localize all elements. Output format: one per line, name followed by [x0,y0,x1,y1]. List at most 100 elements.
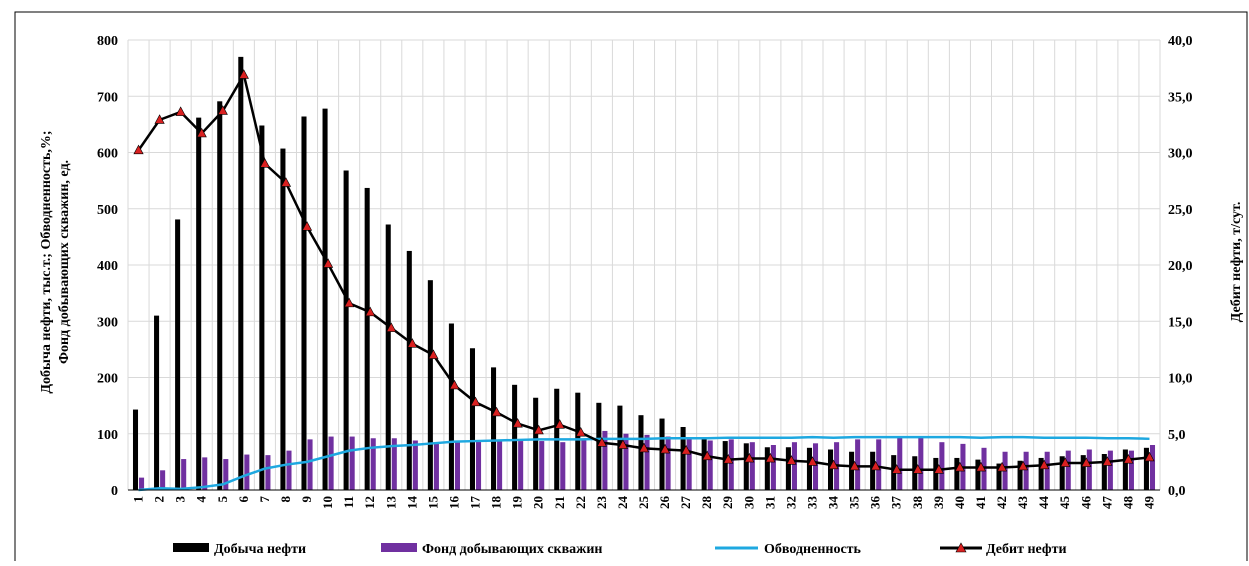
bar-production [638,415,644,490]
x-tick-label: 36 [868,496,883,510]
bar-production [1017,460,1023,490]
x-tick-label: 48 [1120,496,1135,510]
x-tick-label: 29 [720,496,735,510]
bar-production [364,187,370,490]
x-tick-label: 28 [699,496,714,510]
bar-production [1038,457,1044,490]
oil-rate-marker [744,452,755,463]
legend-label-well-fund: Фонд добывающих скважин [422,542,602,557]
bar-well-fund [581,440,587,490]
right-tick-label: 35,0 [1168,90,1193,105]
bar-well-fund [307,439,313,490]
bar-well-fund [1065,450,1071,490]
oil-rate-marker [175,106,186,116]
bar-production [280,148,286,490]
oil-rate-marker [933,464,944,474]
oil-rate-marker [1039,459,1050,470]
oil-rate-marker [344,297,355,308]
bar-well-fund [370,438,376,490]
x-tick-label: 34 [826,496,841,510]
bar-well-fund [686,439,692,490]
bar-production [575,392,581,490]
bar-production [533,397,539,490]
bar-well-fund [602,430,608,490]
x-tick-label: 42 [994,496,1009,509]
bar-well-fund [707,440,713,490]
x-tick-label: 10 [320,496,335,509]
bar-production [322,108,328,490]
oil-rate-marker [154,114,165,124]
x-tick-label: 40 [952,496,967,509]
left-tick-label: 200 [97,372,118,387]
right-tick-label: 25,0 [1168,203,1193,218]
x-tick-label: 9 [299,496,314,503]
bar-well-fund [728,439,734,490]
x-tick-label: 44 [1036,496,1051,510]
bar-well-fund [349,436,355,490]
left-tick-label: 400 [97,259,118,274]
x-tick-label: 47 [1099,496,1114,510]
x-tick-label: 5 [215,496,230,503]
bar-production [933,457,939,490]
oil-rate-marker [407,338,418,348]
oil-rate-marker [301,221,313,231]
bar-well-fund [749,442,755,490]
right-axis-title: Дебит нефти, т/сут. [1229,202,1244,323]
x-tick-label: 4 [194,496,209,503]
bar-well-fund [497,441,503,490]
x-tick-label: 8 [278,496,293,503]
bar-well-fund [286,450,292,490]
bar-well-fund [644,434,650,490]
x-tick-label: 38 [910,496,925,510]
x-tick-label: 3 [173,496,188,503]
bar-production [827,449,834,490]
x-tick-label: 7 [257,496,272,503]
oil-rate-marker [259,158,270,168]
x-tick-label: 39 [931,496,946,510]
bar-well-fund [791,442,797,490]
right-tick-label: 0,0 [1168,484,1186,499]
x-tick-label: 20 [531,496,546,509]
bar-production [469,348,476,490]
oil-rate-marker [849,460,860,471]
legend-label-production: Добыча нефти [214,542,306,557]
x-tick-label: 19 [510,496,525,510]
x-tick-label: 16 [446,496,461,510]
bar-production [743,443,749,490]
bar-production [722,441,728,490]
bar-production [427,280,433,490]
x-tick-label: 18 [489,495,504,509]
bar-well-fund [539,441,545,490]
left-axis-title-line2: Фонд добывающих скважин, ед. [57,160,72,364]
oil-rate-marker [1102,456,1113,466]
right-tick-label: 40,0 [1168,34,1193,49]
bar-well-fund [812,443,819,490]
left-tick-label: 500 [97,203,118,218]
x-tick-label: 37 [889,496,904,510]
bar-well-fund [623,433,629,490]
x-tick-label: 6 [236,496,251,503]
bar-well-fund [160,470,166,490]
x-tick-label: 12 [362,496,377,509]
left-axis-title-line1: Добыча нефти, тыс.т.; Обводненность,%; [39,130,54,393]
bar-production [680,427,686,490]
bar-well-fund [202,457,208,490]
bar-production [975,459,981,490]
bar-production [849,451,855,490]
bar-well-fund [391,438,397,490]
left-tick-label: 800 [97,34,118,49]
bar-well-fund [454,440,461,490]
oil-rate-marker [133,144,144,155]
bar-production [785,447,791,490]
oil-rate-marker [702,450,713,461]
line-water-cut [138,435,1150,492]
oil-rate-marker [280,177,292,187]
bar-production [154,315,160,490]
left-tick-label: 600 [97,147,118,162]
right-tick-label: 5,0 [1168,428,1186,443]
oil-rate-marker [512,417,523,428]
bar-production [701,439,707,490]
bar-production [132,409,139,490]
bar-well-fund [770,445,776,490]
